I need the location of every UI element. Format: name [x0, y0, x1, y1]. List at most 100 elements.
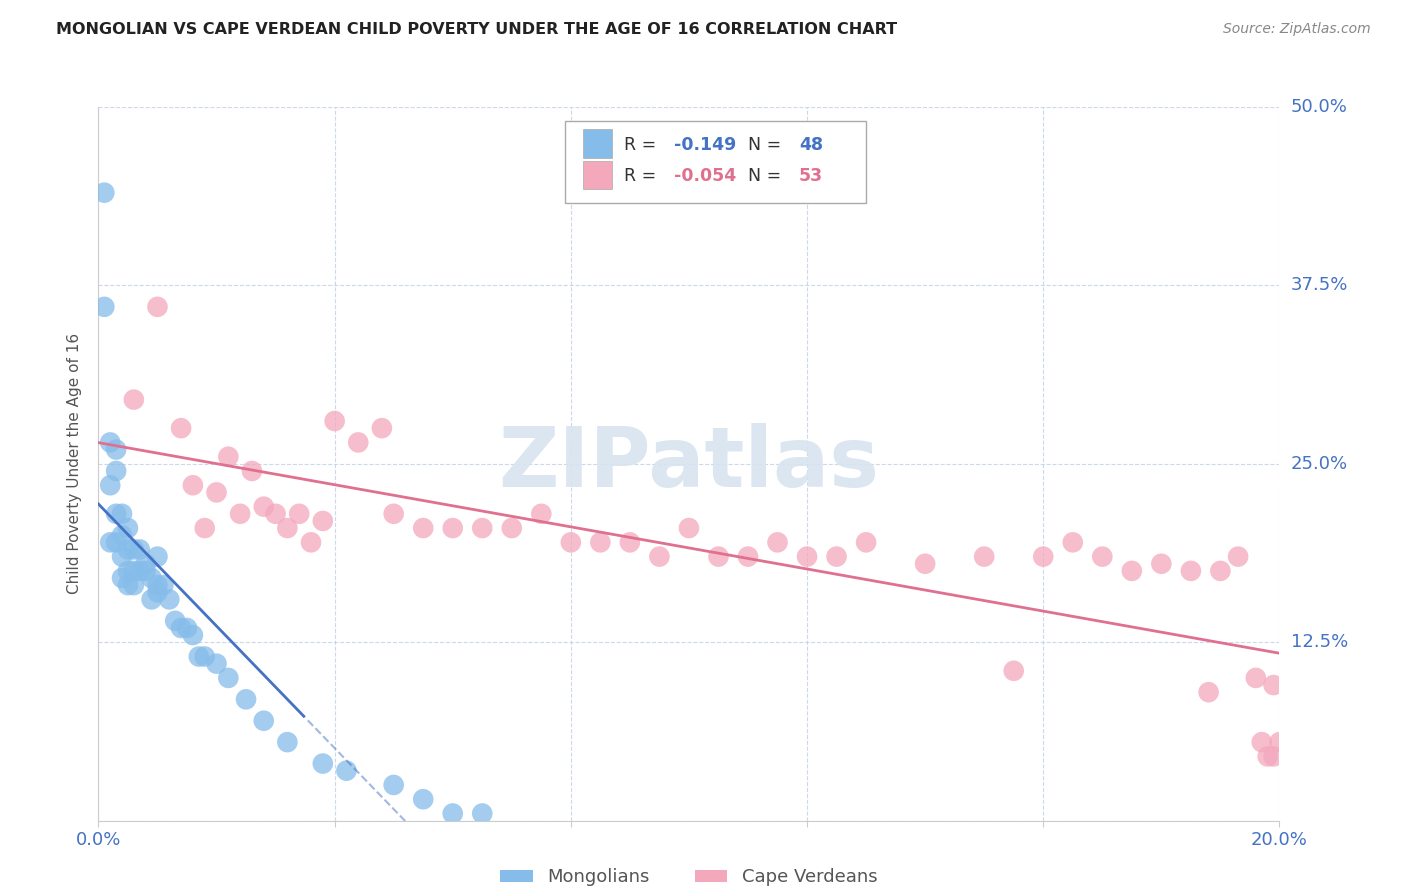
Point: [312, 756, 335, 771]
Point: [105, 464, 128, 478]
Point: [299, 535, 322, 549]
Point: [240, 464, 263, 478]
Point: [146, 300, 169, 314]
Point: [1091, 549, 1114, 564]
Point: [1002, 664, 1025, 678]
Point: [412, 521, 434, 535]
Point: [235, 692, 257, 706]
FancyBboxPatch shape: [582, 129, 612, 158]
Point: [105, 535, 128, 549]
Point: [1150, 557, 1173, 571]
Point: [371, 421, 394, 435]
Point: [253, 500, 276, 514]
Point: [111, 507, 134, 521]
Point: [288, 507, 311, 521]
Point: [176, 621, 198, 635]
Point: [117, 578, 139, 592]
Point: [152, 578, 174, 592]
Point: [560, 535, 582, 549]
Point: [105, 442, 128, 457]
Point: [737, 549, 759, 564]
Point: [181, 628, 204, 642]
Point: [146, 549, 169, 564]
Text: ZIPatlas: ZIPatlas: [499, 424, 879, 504]
Point: [412, 792, 434, 806]
Text: N =: N =: [748, 168, 787, 186]
Point: [530, 507, 553, 521]
Point: [117, 521, 139, 535]
Point: [1121, 564, 1143, 578]
Point: [122, 392, 145, 407]
Point: [122, 564, 145, 578]
Point: [135, 564, 157, 578]
Point: [146, 578, 169, 592]
Point: [141, 571, 163, 585]
Point: [589, 535, 612, 549]
Point: [276, 521, 298, 535]
Point: [1198, 685, 1220, 699]
Text: -0.149: -0.149: [673, 136, 735, 153]
Point: [229, 507, 252, 521]
Point: [1209, 564, 1232, 578]
Point: [855, 535, 877, 549]
Point: [98, 435, 121, 450]
Point: [1227, 549, 1250, 564]
FancyBboxPatch shape: [565, 121, 866, 203]
Point: [128, 564, 150, 578]
Text: 50.0%: 50.0%: [1291, 98, 1347, 116]
Point: [1032, 549, 1054, 564]
Text: 48: 48: [799, 136, 823, 153]
Point: [217, 450, 239, 464]
Point: [471, 806, 494, 821]
Point: [187, 649, 209, 664]
Point: [501, 521, 523, 535]
Point: [194, 521, 217, 535]
Point: [93, 300, 115, 314]
Y-axis label: Child Poverty Under the Age of 16: Child Poverty Under the Age of 16: [67, 334, 83, 594]
Point: [335, 764, 357, 778]
Point: [619, 535, 641, 549]
Point: [1257, 749, 1279, 764]
Legend: Mongolians, Cape Verdeans: Mongolians, Cape Verdeans: [494, 862, 884, 892]
Point: [165, 614, 187, 628]
Point: [914, 557, 936, 571]
Point: [796, 549, 818, 564]
Point: [253, 714, 276, 728]
Text: 53: 53: [799, 168, 823, 186]
Point: [766, 535, 789, 549]
Point: [141, 592, 163, 607]
Point: [648, 549, 671, 564]
Point: [105, 507, 128, 521]
Point: [441, 806, 464, 821]
Point: [111, 528, 134, 542]
Text: Source: ZipAtlas.com: Source: ZipAtlas.com: [1223, 22, 1371, 37]
FancyBboxPatch shape: [582, 161, 612, 189]
Point: [382, 507, 405, 521]
Text: 12.5%: 12.5%: [1291, 633, 1348, 651]
Point: [973, 549, 995, 564]
Point: [678, 521, 700, 535]
Point: [146, 585, 169, 599]
Point: [1244, 671, 1267, 685]
Point: [117, 564, 139, 578]
Point: [170, 621, 193, 635]
Text: N =: N =: [748, 136, 787, 153]
Text: R =: R =: [624, 168, 662, 186]
Point: [181, 478, 204, 492]
Point: [194, 649, 217, 664]
Point: [471, 521, 494, 535]
Point: [98, 535, 121, 549]
Point: [170, 421, 193, 435]
Point: [117, 542, 139, 557]
Point: [205, 485, 228, 500]
Point: [1268, 735, 1291, 749]
Point: [1263, 749, 1285, 764]
Point: [276, 735, 298, 749]
Point: [441, 521, 464, 535]
Point: [312, 514, 335, 528]
Point: [707, 549, 730, 564]
Point: [93, 186, 115, 200]
Point: [122, 542, 145, 557]
Point: [157, 592, 180, 607]
Point: [382, 778, 405, 792]
